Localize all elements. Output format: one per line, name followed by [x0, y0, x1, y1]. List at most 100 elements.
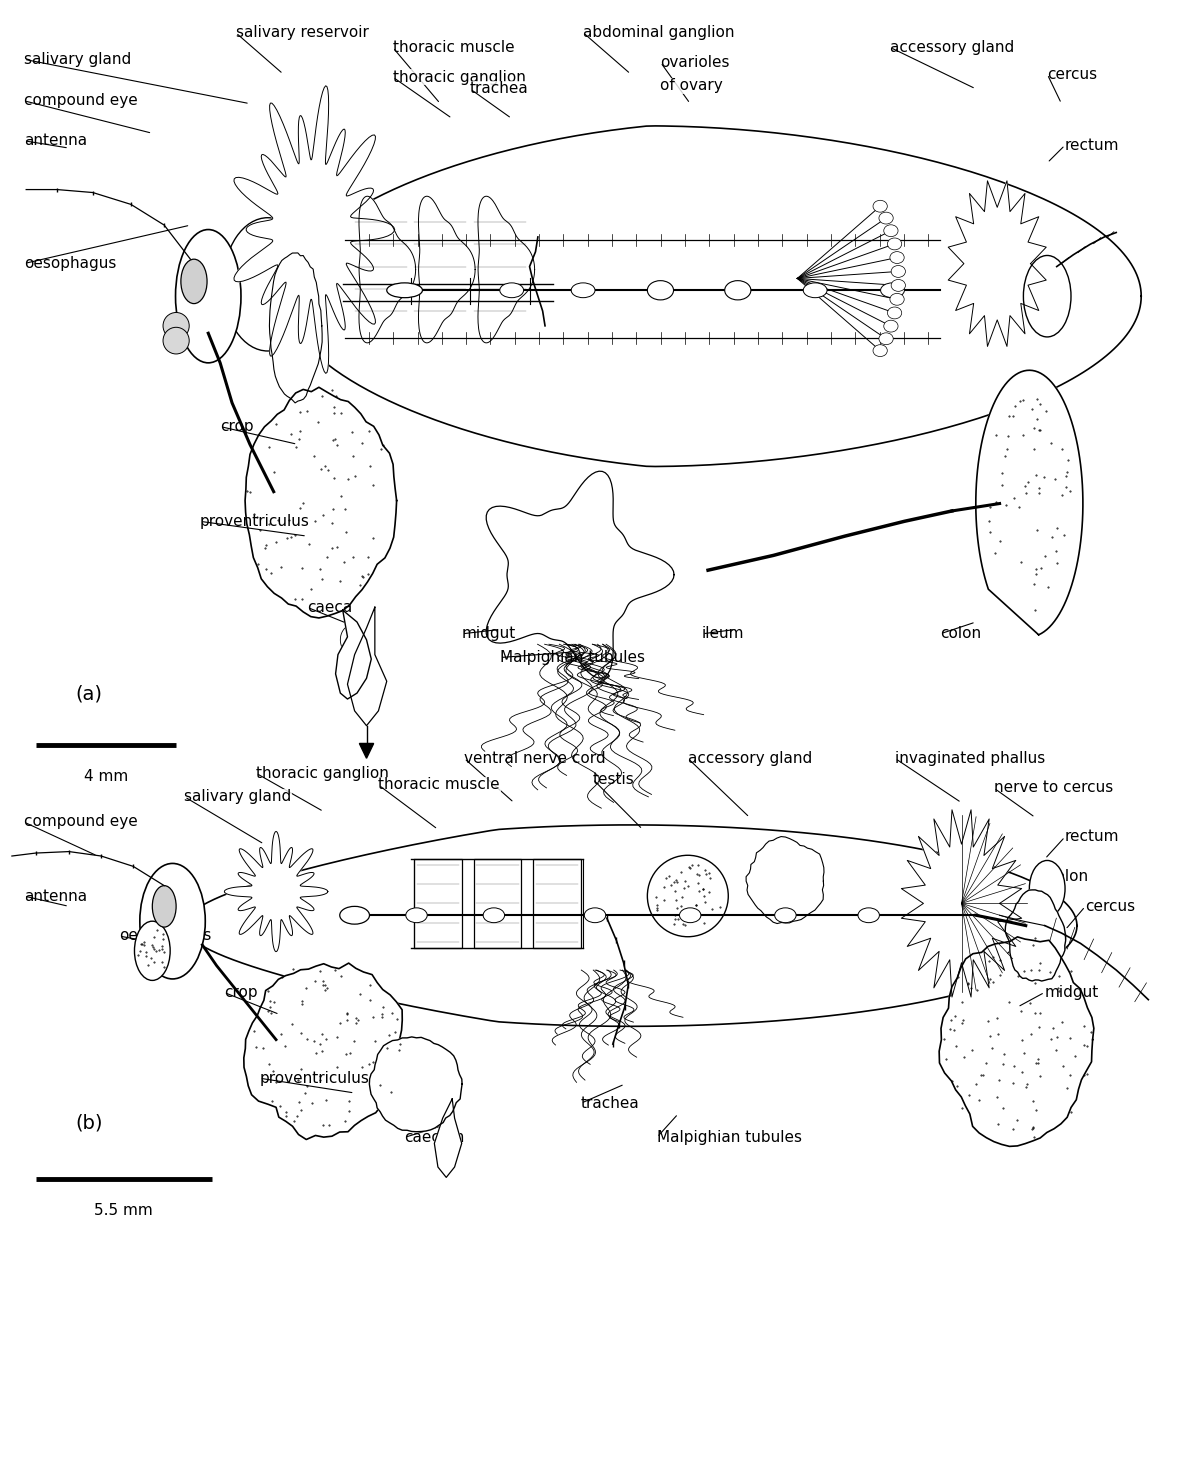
Polygon shape: [245, 388, 396, 618]
Text: antenna: antenna: [24, 889, 87, 903]
Text: of ovary: of ovary: [660, 78, 724, 93]
Ellipse shape: [891, 280, 906, 292]
Ellipse shape: [152, 886, 176, 927]
Polygon shape: [434, 1099, 462, 1177]
Text: colon: colon: [1047, 869, 1089, 884]
Text: Malpighian tubules: Malpighian tubules: [657, 1130, 802, 1145]
Text: invaginated phallus: invaginated phallus: [895, 751, 1045, 766]
Ellipse shape: [387, 283, 422, 298]
Text: rectum: rectum: [1065, 138, 1120, 153]
Ellipse shape: [571, 283, 595, 298]
Polygon shape: [336, 610, 371, 699]
Text: colon: colon: [940, 626, 982, 641]
Polygon shape: [184, 825, 1077, 1026]
Text: (a): (a): [76, 684, 102, 703]
Polygon shape: [359, 743, 374, 758]
Polygon shape: [269, 253, 322, 403]
Text: accessory gland: accessory gland: [688, 751, 812, 766]
Polygon shape: [478, 195, 534, 344]
Polygon shape: [359, 195, 415, 344]
Text: caecum: caecum: [405, 1130, 465, 1145]
Ellipse shape: [873, 345, 888, 357]
Polygon shape: [225, 831, 328, 952]
Text: 5.5 mm: 5.5 mm: [94, 1203, 154, 1217]
Ellipse shape: [647, 856, 728, 937]
Polygon shape: [234, 86, 395, 373]
Text: ventral nerve cord: ventral nerve cord: [464, 751, 606, 766]
Text: 4 mm: 4 mm: [83, 769, 129, 783]
Text: (b): (b): [75, 1114, 104, 1133]
Ellipse shape: [726, 283, 750, 298]
Polygon shape: [939, 937, 1094, 1146]
Polygon shape: [419, 195, 475, 344]
Ellipse shape: [891, 265, 906, 277]
Text: thoracic muscle: thoracic muscle: [378, 778, 500, 792]
Ellipse shape: [858, 908, 879, 923]
Text: cercus: cercus: [1047, 67, 1097, 81]
Text: compound eye: compound eye: [24, 815, 138, 829]
Text: midgut: midgut: [1045, 985, 1100, 1000]
Ellipse shape: [725, 280, 751, 299]
Text: abdominal ganglion: abdominal ganglion: [583, 25, 734, 40]
Text: crop: crop: [224, 985, 257, 1000]
Ellipse shape: [1029, 860, 1065, 917]
Polygon shape: [487, 471, 674, 678]
Text: proventriculus: proventriculus: [200, 514, 309, 529]
FancyBboxPatch shape: [474, 859, 521, 948]
Polygon shape: [976, 370, 1083, 635]
Text: proventriculus: proventriculus: [259, 1071, 369, 1086]
Text: nerve to cercus: nerve to cercus: [994, 780, 1113, 795]
Ellipse shape: [1023, 255, 1071, 336]
Polygon shape: [284, 126, 1141, 467]
Ellipse shape: [888, 307, 902, 318]
Polygon shape: [901, 810, 1022, 997]
Ellipse shape: [140, 863, 205, 979]
Text: Malpighian tubules: Malpighian tubules: [500, 650, 645, 665]
Ellipse shape: [584, 908, 606, 923]
Ellipse shape: [890, 293, 904, 305]
FancyBboxPatch shape: [414, 859, 462, 948]
Text: oesophagus: oesophagus: [119, 929, 212, 943]
Polygon shape: [244, 963, 402, 1139]
Ellipse shape: [890, 252, 904, 264]
Text: ovarioles: ovarioles: [660, 55, 729, 70]
Polygon shape: [369, 1037, 462, 1131]
Polygon shape: [1006, 890, 1065, 980]
Text: salivary gland: salivary gland: [184, 789, 292, 804]
Ellipse shape: [163, 327, 189, 354]
Ellipse shape: [803, 283, 827, 298]
Ellipse shape: [881, 283, 904, 298]
Text: ileum: ileum: [1026, 929, 1069, 943]
Ellipse shape: [649, 283, 672, 298]
Text: oesophagus: oesophagus: [24, 256, 117, 271]
Text: trachea: trachea: [581, 1096, 639, 1111]
Text: thoracic ganglion: thoracic ganglion: [393, 70, 526, 84]
Text: crop: crop: [220, 419, 253, 434]
Text: thoracic ganglion: thoracic ganglion: [256, 766, 389, 780]
Polygon shape: [347, 607, 387, 726]
Text: salivary reservoir: salivary reservoir: [236, 25, 369, 40]
Ellipse shape: [134, 921, 170, 980]
Ellipse shape: [500, 283, 524, 298]
Ellipse shape: [647, 280, 674, 299]
Text: cercus: cercus: [1085, 899, 1135, 914]
FancyBboxPatch shape: [533, 859, 581, 948]
Ellipse shape: [884, 320, 898, 332]
Polygon shape: [948, 181, 1046, 347]
Ellipse shape: [181, 259, 207, 304]
Text: caeca: caeca: [307, 600, 352, 615]
Ellipse shape: [879, 212, 894, 224]
Text: testis: testis: [593, 772, 634, 786]
Text: compound eye: compound eye: [24, 93, 138, 108]
Ellipse shape: [679, 908, 701, 923]
Text: thoracic muscle: thoracic muscle: [393, 40, 514, 55]
Ellipse shape: [888, 238, 902, 250]
Text: rectum: rectum: [1065, 829, 1120, 844]
Text: ileum: ileum: [702, 626, 745, 641]
Ellipse shape: [224, 218, 312, 351]
Ellipse shape: [879, 333, 894, 345]
Ellipse shape: [163, 312, 189, 339]
Text: accessory gland: accessory gland: [890, 40, 1014, 55]
Text: salivary gland: salivary gland: [24, 52, 131, 67]
Text: trachea: trachea: [470, 81, 528, 96]
